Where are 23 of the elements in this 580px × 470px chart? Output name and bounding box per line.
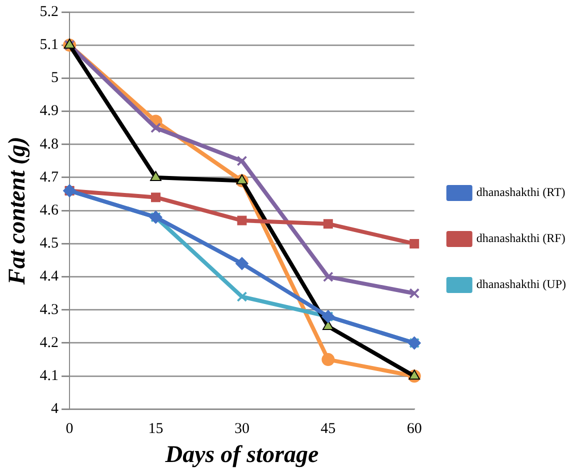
x-tick-label: 60 — [406, 421, 422, 438]
y-tick-label: 4.2 — [40, 334, 59, 351]
y-tick-label: 4.9 — [40, 103, 59, 120]
y-tick-label: 4.3 — [40, 302, 59, 318]
y-tick-label: 4.7 — [40, 169, 60, 186]
x-axis-title: Days of storage — [164, 442, 319, 468]
legend-label: dhanashakthi (UP) — [476, 277, 566, 292]
y-tick-label: 4.8 — [40, 136, 59, 152]
y-tick-label: 4 — [51, 401, 60, 418]
legend-label: dhanashakthi (RT) — [476, 185, 566, 200]
x-tick-label: 15 — [148, 421, 164, 438]
y-tick-label: 4.5 — [40, 236, 59, 252]
y-tick-label: 4.1 — [40, 368, 59, 384]
x-tick-label: 45 — [320, 421, 336, 438]
legend-label: dhanashakthi (RF) — [476, 231, 566, 246]
y-tick-label: 5.1 — [40, 37, 59, 54]
x-tick-label: 30 — [234, 421, 250, 438]
y-tick-label: 4.4 — [40, 268, 60, 285]
y-tick-label: 5.2 — [40, 4, 59, 20]
x-tick-label: 0 — [66, 421, 74, 438]
y-tick-label: 5 — [51, 70, 59, 86]
y-axis-title: Fat content (g) — [4, 136, 31, 286]
y-tick-label: 4.6 — [40, 202, 60, 219]
